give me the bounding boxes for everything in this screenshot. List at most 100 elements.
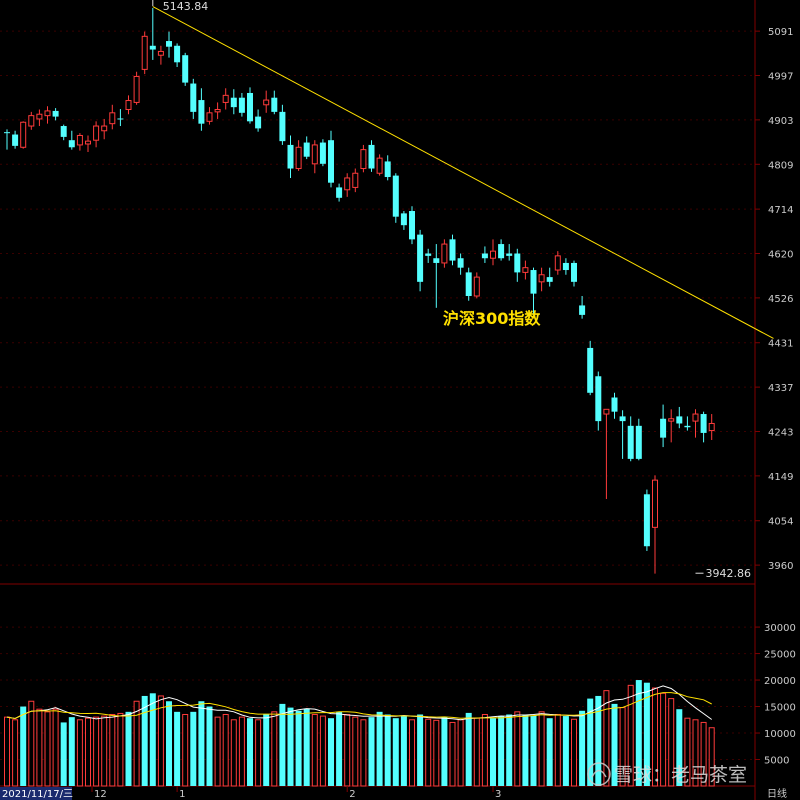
candle-body xyxy=(4,132,10,134)
period-label[interactable]: 日线 xyxy=(767,787,787,800)
volume-bar xyxy=(76,719,83,787)
volume-bar xyxy=(198,701,205,786)
volume-bar xyxy=(190,711,197,786)
candle xyxy=(222,88,229,110)
candle xyxy=(287,135,294,178)
candle-body xyxy=(384,161,391,178)
volume-bar xyxy=(20,706,27,786)
candle-body xyxy=(12,134,19,146)
candle-body xyxy=(595,376,602,422)
candle-body xyxy=(700,414,707,433)
candle xyxy=(295,140,302,171)
candle xyxy=(319,139,326,167)
candle xyxy=(441,239,448,268)
candle xyxy=(271,90,278,115)
candle xyxy=(36,109,43,127)
volume-bar xyxy=(352,716,359,787)
candle-body xyxy=(546,277,553,282)
candle-body xyxy=(247,92,253,122)
volume-bar xyxy=(660,692,667,787)
candle-body xyxy=(619,416,626,422)
price-tick-label: 4714 xyxy=(768,205,793,216)
candle xyxy=(546,267,553,287)
volume-bar xyxy=(125,711,132,786)
volume-bar xyxy=(182,713,189,787)
candle xyxy=(409,206,415,245)
volume-bar xyxy=(109,713,116,787)
volume-bar xyxy=(238,716,245,787)
volume-bar xyxy=(522,714,529,786)
candle xyxy=(562,258,569,275)
volume-bar xyxy=(392,718,399,786)
candle xyxy=(457,253,464,275)
candle xyxy=(44,106,51,124)
price-tick-label: 4149 xyxy=(768,472,793,483)
candle xyxy=(336,183,343,202)
candle xyxy=(52,108,59,121)
candle xyxy=(433,244,440,308)
price-axis-ticks: 5091 4997 4903 4809 4714 4620 4526 4431 4337 4243… xyxy=(755,27,793,572)
candle xyxy=(76,133,83,151)
candle-body xyxy=(328,140,334,183)
volume-bar xyxy=(506,714,513,786)
candle xyxy=(174,43,181,68)
candle-body xyxy=(101,125,108,132)
volume-bar xyxy=(627,684,634,787)
candle-body xyxy=(230,97,237,108)
volume-bar xyxy=(708,727,715,787)
volume-bar xyxy=(579,710,586,786)
candle-body xyxy=(498,244,505,259)
candle-body xyxy=(166,41,172,47)
candle-body xyxy=(433,258,440,263)
candle xyxy=(571,260,577,287)
candle-body xyxy=(303,142,310,157)
candle xyxy=(700,411,707,443)
volume-bar xyxy=(700,721,707,787)
volume-bar xyxy=(538,711,545,787)
candle-body xyxy=(182,55,189,83)
candle-body xyxy=(311,144,318,165)
candle-body xyxy=(60,126,67,137)
volume-bar xyxy=(319,715,326,787)
candle xyxy=(611,392,618,419)
candle-body xyxy=(198,100,205,124)
price-tick-label: 4337 xyxy=(768,383,793,394)
volume-bar xyxy=(465,712,472,786)
volume-bar xyxy=(174,711,181,786)
candle-body xyxy=(409,211,415,240)
candle-body xyxy=(238,97,245,113)
candle xyxy=(643,489,650,551)
date-badge[interactable] xyxy=(0,787,72,800)
candle-body xyxy=(627,425,634,459)
volume-bar xyxy=(344,713,351,787)
volume-bar xyxy=(93,716,100,787)
xueqiu-logo-mark xyxy=(591,769,607,778)
candle xyxy=(133,71,140,105)
candle-body xyxy=(708,422,715,432)
candle-body xyxy=(562,262,569,271)
volume-bar xyxy=(36,708,43,787)
price-tick-label: 4620 xyxy=(768,250,793,261)
candle-body xyxy=(473,276,480,297)
candle xyxy=(376,154,383,176)
candle xyxy=(303,136,310,160)
candle-body xyxy=(417,234,424,282)
candle-body xyxy=(36,113,43,120)
candle-body xyxy=(530,270,537,294)
volume-bar xyxy=(441,717,448,786)
volume-bar xyxy=(279,703,286,786)
price-tick-label: 4997 xyxy=(768,72,793,83)
volume-bar xyxy=(222,713,229,787)
candle xyxy=(692,409,699,438)
candle xyxy=(117,109,124,127)
candle-body xyxy=(465,272,472,296)
x-tick-label: 1 xyxy=(179,789,185,800)
candle-body xyxy=(514,253,521,273)
candle-body xyxy=(457,258,464,268)
volume-bar xyxy=(4,716,10,787)
volume-moving-averages xyxy=(6,685,712,721)
volume-bar xyxy=(149,693,156,786)
volume-bar xyxy=(166,701,172,786)
candle-body xyxy=(587,347,594,393)
candle xyxy=(368,140,375,172)
